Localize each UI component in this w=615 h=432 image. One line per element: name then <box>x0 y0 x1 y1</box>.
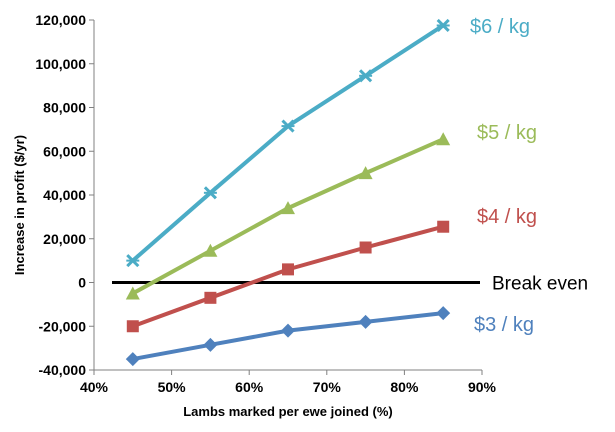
series-triangle <box>125 132 451 300</box>
break-even-label: Break even <box>492 274 588 295</box>
x-axis-title: Lambs marked per ewe joined (%) <box>183 404 393 419</box>
y-tick-label: -20,000 <box>39 318 87 334</box>
y-tick-label: -40,000 <box>39 362 87 378</box>
series-diamond <box>125 306 451 367</box>
x-tick-label: 90% <box>468 379 497 395</box>
x-tick-label: 70% <box>313 379 342 395</box>
x-tick-label: 60% <box>235 379 264 395</box>
y-tick-label: 120,000 <box>35 12 86 28</box>
diamond-marker <box>358 314 373 329</box>
triangle-marker <box>203 243 218 257</box>
y-axis-title: Increase in profit ($/yr) <box>12 135 27 275</box>
x-tick-labels: 40% 50% 60% 70% 80% 90% <box>80 370 497 395</box>
series-square <box>126 220 450 333</box>
series-label: $4 / kg <box>477 206 537 228</box>
series-label: $6 / kg <box>470 16 530 38</box>
x-tick-label: 40% <box>80 379 109 395</box>
y-tick-label: 40,000 <box>43 187 86 203</box>
series-line <box>132 224 444 329</box>
y-tick-labels: -40,000 -20,000 0 20,000 40,000 60,000 80,000 1… <box>35 12 94 378</box>
y-tick-label: 80,000 <box>43 100 86 116</box>
series-group <box>125 18 451 367</box>
series-line <box>131 23 445 263</box>
diamond-marker <box>436 306 451 321</box>
triangle-marker <box>358 166 373 180</box>
series-label: $5 / kg <box>477 122 537 144</box>
square-marker <box>359 241 372 254</box>
x-tick-label: 50% <box>158 379 187 395</box>
square-marker <box>437 220 450 233</box>
series-label: $3 / kg <box>474 314 534 336</box>
y-tick-label: 20,000 <box>43 231 86 247</box>
diamond-marker <box>203 337 218 352</box>
square-marker <box>204 291 217 304</box>
triangle-marker <box>436 132 451 146</box>
square-marker <box>126 320 139 333</box>
square-marker <box>282 263 294 276</box>
triangle-marker <box>125 286 140 300</box>
x-tick-label: 80% <box>390 379 419 395</box>
diamond-marker <box>125 352 140 367</box>
diamond-marker <box>281 323 295 338</box>
series-star <box>126 18 450 268</box>
triangle-marker <box>281 201 295 215</box>
series-labels: $6 / kg $5 / kg $4 / kg $3 / kg <box>470 16 537 336</box>
y-tick-label: 60,000 <box>43 143 86 159</box>
y-tick-label: 100,000 <box>35 56 86 72</box>
y-tick-label: 0 <box>78 275 86 291</box>
